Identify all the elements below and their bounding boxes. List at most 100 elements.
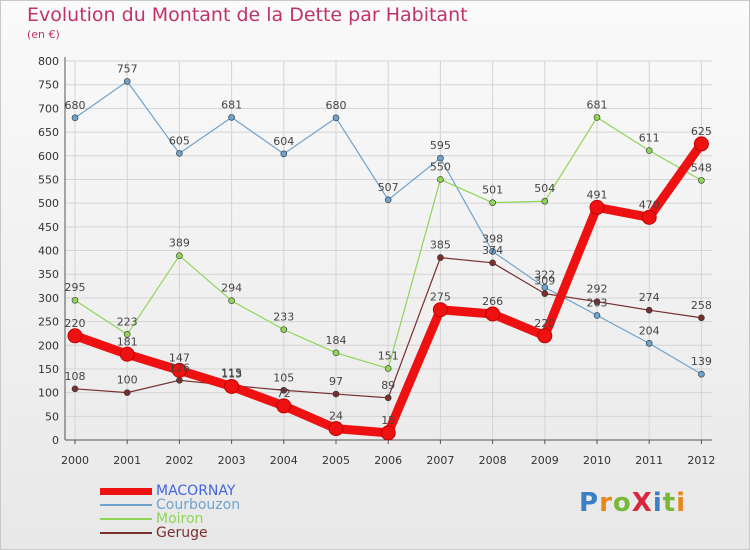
x-tick-label: 2012: [687, 454, 715, 467]
y-tick-label: 0: [52, 434, 59, 447]
data-point-moiron: [123, 331, 131, 338]
data-point-courbouzon: [71, 114, 79, 122]
data-label-moiron: 151: [378, 349, 399, 362]
y-tick-label: 600: [38, 150, 59, 163]
data-point-geruge: [541, 290, 549, 297]
data-point-geruge: [71, 385, 79, 393]
data-label-moiron: 184: [326, 334, 347, 347]
data-point-macornay: [641, 209, 657, 225]
y-tick-label: 250: [38, 316, 59, 329]
data-point-macornay: [485, 306, 501, 322]
y-tick-label: 100: [38, 387, 59, 400]
data-point-macornay: [171, 362, 187, 378]
x-tick-label: 2007: [426, 454, 454, 467]
data-label-geruge: 108: [65, 370, 86, 383]
y-tick-label: 350: [38, 268, 59, 281]
y-tick-label: 650: [38, 126, 59, 139]
data-label-courbouzon: 757: [117, 62, 138, 75]
data-point-macornay: [693, 136, 709, 152]
data-label-moiron: 501: [482, 184, 503, 197]
data-label-geruge: 258: [691, 299, 712, 312]
data-label-macornay: 24: [329, 410, 343, 423]
y-tick-label: 300: [38, 292, 59, 305]
y-tick-label: 200: [38, 339, 59, 352]
y-tick-label: 450: [38, 221, 59, 234]
data-label-moiron: 550: [430, 160, 451, 173]
data-point-macornay: [276, 398, 292, 414]
data-label-macornay: 266: [482, 295, 503, 308]
data-point-macornay: [537, 328, 553, 344]
data-point-geruge: [698, 314, 705, 322]
data-label-courbouzon: 507: [378, 181, 399, 194]
data-point-macornay: [589, 199, 605, 215]
x-tick-label: 2001: [113, 454, 141, 467]
data-label-moiron: 548: [691, 161, 712, 174]
data-label-macornay: 72: [277, 387, 291, 400]
data-point-geruge: [489, 259, 496, 267]
data-point-macornay: [380, 425, 396, 441]
data-label-geruge: 309: [534, 275, 555, 288]
data-point-courbouzon: [332, 114, 340, 122]
data-label-geruge: 115: [221, 367, 242, 380]
data-label-macornay: 220: [534, 317, 555, 330]
data-label-courbouzon: 398: [482, 232, 503, 245]
data-label-courbouzon: 604: [273, 135, 294, 148]
data-point-macornay: [67, 328, 83, 344]
legend-swatch: [100, 487, 152, 495]
data-label-geruge: 97: [329, 375, 343, 388]
x-tick-label: 2006: [374, 454, 402, 467]
y-tick-label: 750: [38, 79, 59, 92]
data-label-courbouzon: 681: [221, 98, 242, 111]
data-point-courbouzon: [123, 78, 131, 85]
data-label-geruge: 105: [273, 371, 294, 384]
data-point-courbouzon: [228, 114, 235, 121]
x-tick-label: 2008: [479, 454, 507, 467]
data-point-moiron: [593, 114, 601, 121]
data-label-macornay: 491: [587, 188, 608, 201]
data-point-macornay: [224, 378, 240, 394]
data-point-moiron: [280, 326, 288, 333]
legend-swatch: [100, 504, 152, 506]
x-tick-label: 2005: [322, 454, 350, 467]
data-label-macornay: 275: [430, 291, 451, 304]
x-tick-label: 2004: [270, 454, 298, 467]
data-point-courbouzon: [280, 150, 288, 158]
data-point-courbouzon: [489, 248, 496, 255]
data-label-courbouzon: 139: [691, 355, 712, 368]
legend-swatch: [100, 518, 152, 520]
data-point-moiron: [332, 349, 340, 357]
data-point-geruge: [437, 254, 444, 261]
data-point-courbouzon: [645, 340, 653, 347]
data-point-moiron: [384, 365, 392, 372]
data-label-courbouzon: 680: [326, 99, 347, 112]
data-labels: 220 181 147 113 72 24 15 275 266 220 491 470 625 680 7…: [65, 62, 712, 427]
data-point-geruge: [176, 377, 183, 384]
data-point-courbouzon: [593, 312, 601, 319]
data-point-geruge: [384, 394, 392, 402]
y-tick-label: 550: [38, 173, 59, 186]
data-point-moiron: [489, 199, 496, 206]
data-point-courbouzon: [698, 370, 705, 378]
data-point-geruge: [123, 389, 131, 396]
legend-label: Moiron: [156, 511, 204, 527]
data-point-geruge: [280, 386, 288, 394]
data-point-geruge: [593, 298, 601, 305]
data-label-courbouzon: 204: [639, 324, 660, 337]
data-point-courbouzon: [437, 154, 444, 162]
y-tick-label: 800: [38, 55, 59, 68]
data-label-moiron: 295: [65, 281, 86, 294]
data-label-courbouzon: 322: [534, 268, 555, 281]
y-tick-label: 500: [38, 197, 59, 210]
data-point-moiron: [645, 147, 653, 154]
data-label-geruge: 89: [381, 379, 395, 392]
data-label-moiron: 504: [534, 182, 555, 195]
data-label-courbouzon: 263: [587, 296, 608, 309]
data-label-courbouzon: 595: [430, 139, 451, 152]
data-point-moiron: [698, 177, 705, 184]
axes: 0 50 100 150 200 250 300 350 400 450 500 550 600 650 7…: [38, 55, 715, 467]
legend-label: Courbouzon: [156, 497, 241, 513]
data-label-geruge: 385: [430, 239, 451, 252]
data-label-macornay: 147: [169, 351, 190, 364]
data-label-courbouzon: 605: [169, 134, 190, 147]
